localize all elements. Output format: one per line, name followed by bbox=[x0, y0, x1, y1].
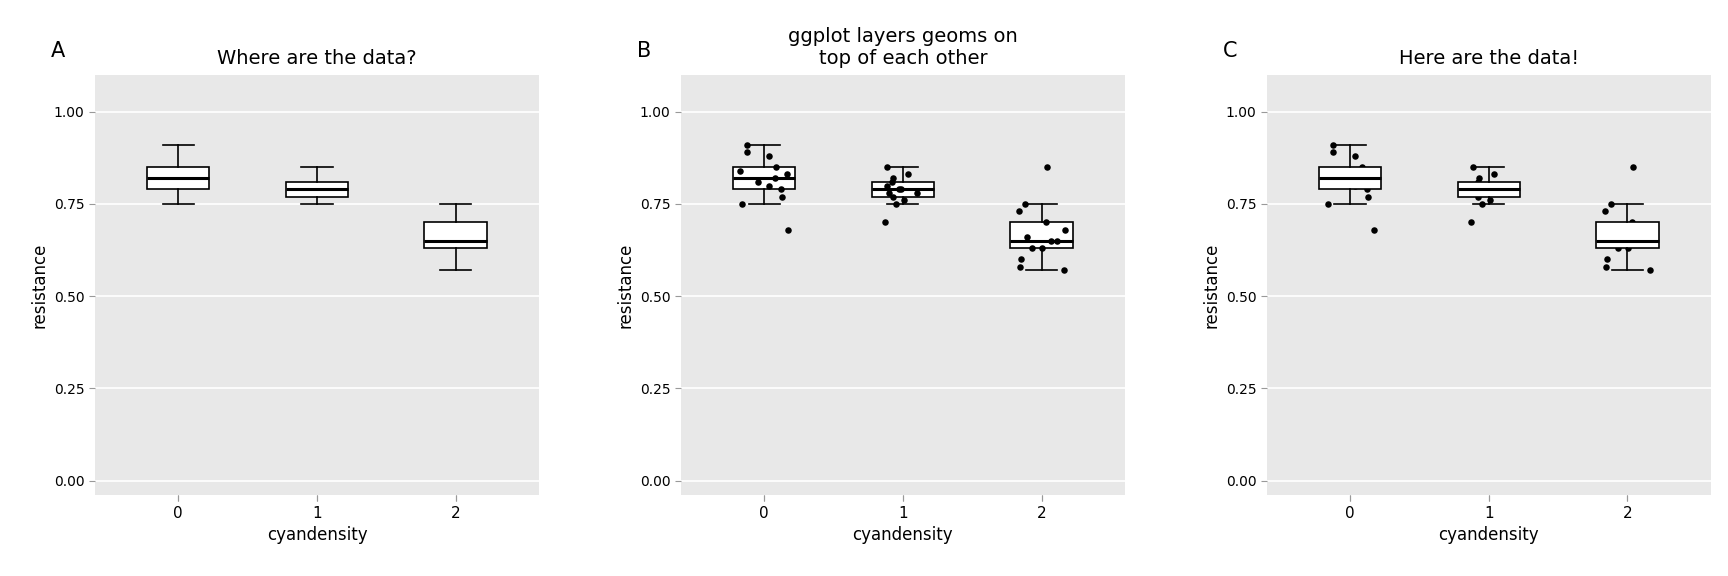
Point bbox=[1591, 207, 1619, 216]
Point bbox=[1006, 262, 1033, 271]
Point bbox=[745, 177, 772, 187]
Point bbox=[1619, 218, 1647, 227]
Point bbox=[1331, 177, 1358, 187]
Point bbox=[1353, 185, 1381, 194]
Point bbox=[726, 166, 753, 175]
Point bbox=[1472, 185, 1500, 194]
Title: Here are the data!: Here are the data! bbox=[1398, 49, 1579, 68]
Point bbox=[1614, 244, 1642, 253]
Point bbox=[760, 173, 788, 183]
Point bbox=[871, 218, 899, 227]
Point bbox=[1341, 151, 1369, 161]
Point bbox=[1013, 233, 1040, 242]
Point bbox=[1318, 141, 1346, 150]
Point bbox=[733, 147, 760, 157]
Point bbox=[1346, 173, 1374, 183]
Point bbox=[1018, 244, 1045, 253]
Point bbox=[767, 185, 795, 194]
Point bbox=[883, 199, 911, 209]
Title: Where are the data?: Where are the data? bbox=[218, 49, 416, 68]
Point bbox=[1341, 181, 1369, 190]
Point bbox=[727, 199, 755, 209]
Point bbox=[1460, 188, 1488, 198]
Point bbox=[1457, 218, 1484, 227]
Point bbox=[1051, 266, 1078, 275]
Text: A: A bbox=[50, 41, 66, 61]
Point bbox=[904, 188, 931, 198]
Point bbox=[886, 185, 914, 194]
Point bbox=[1007, 255, 1035, 264]
Title: ggplot layers geoms on
top of each other: ggplot layers geoms on top of each other bbox=[788, 26, 1018, 68]
Point bbox=[1011, 199, 1039, 209]
Point bbox=[1318, 147, 1346, 157]
PathPatch shape bbox=[1597, 222, 1659, 248]
Point bbox=[1481, 170, 1509, 179]
Point bbox=[890, 196, 918, 205]
PathPatch shape bbox=[871, 182, 935, 196]
Point bbox=[1469, 199, 1496, 209]
Point bbox=[1623, 236, 1650, 245]
Point bbox=[873, 162, 900, 172]
Point bbox=[1591, 262, 1619, 271]
Point bbox=[1360, 225, 1388, 234]
Point bbox=[762, 162, 790, 172]
Point bbox=[878, 192, 905, 201]
Point bbox=[1465, 177, 1493, 187]
Point bbox=[880, 173, 907, 183]
Point bbox=[1312, 166, 1339, 175]
Point bbox=[774, 225, 802, 234]
PathPatch shape bbox=[1458, 182, 1521, 196]
PathPatch shape bbox=[147, 167, 209, 190]
Point bbox=[1458, 181, 1486, 190]
Point bbox=[874, 188, 902, 198]
Point bbox=[1465, 173, 1493, 183]
Point bbox=[1348, 162, 1375, 172]
Point bbox=[755, 151, 783, 161]
Point bbox=[886, 185, 914, 194]
Point bbox=[1032, 218, 1059, 227]
X-axis label: cyandensity: cyandensity bbox=[1438, 526, 1540, 544]
Point bbox=[1630, 236, 1657, 245]
Point bbox=[733, 141, 760, 150]
PathPatch shape bbox=[285, 182, 347, 196]
Point bbox=[1355, 192, 1382, 201]
Point bbox=[1490, 188, 1517, 198]
Point bbox=[755, 181, 783, 190]
Text: B: B bbox=[636, 41, 651, 61]
Text: C: C bbox=[1222, 41, 1237, 61]
Point bbox=[1619, 162, 1647, 172]
X-axis label: cyandensity: cyandensity bbox=[852, 526, 954, 544]
PathPatch shape bbox=[1318, 167, 1381, 190]
Point bbox=[1604, 244, 1631, 253]
Point bbox=[873, 181, 900, 190]
Point bbox=[1476, 196, 1503, 205]
X-axis label: cyandensity: cyandensity bbox=[266, 526, 368, 544]
Point bbox=[1028, 244, 1056, 253]
Point bbox=[895, 170, 923, 179]
Point bbox=[1315, 199, 1343, 209]
Point bbox=[1358, 170, 1386, 179]
Y-axis label: resistance: resistance bbox=[617, 242, 634, 328]
Point bbox=[878, 177, 905, 187]
Point bbox=[1051, 225, 1078, 234]
Point bbox=[1636, 266, 1664, 275]
Point bbox=[1458, 162, 1486, 172]
Point bbox=[1044, 236, 1071, 245]
Y-axis label: resistance: resistance bbox=[31, 242, 48, 328]
PathPatch shape bbox=[733, 167, 795, 190]
Point bbox=[1598, 233, 1626, 242]
Point bbox=[772, 170, 800, 179]
PathPatch shape bbox=[425, 222, 487, 248]
Point bbox=[1037, 236, 1064, 245]
Point bbox=[1593, 255, 1621, 264]
Point bbox=[1033, 162, 1061, 172]
Point bbox=[1006, 207, 1033, 216]
Point bbox=[1636, 225, 1664, 234]
Point bbox=[1597, 199, 1624, 209]
Y-axis label: resistance: resistance bbox=[1203, 242, 1220, 328]
Point bbox=[1465, 192, 1493, 201]
Point bbox=[1472, 185, 1500, 194]
Point bbox=[769, 192, 797, 201]
PathPatch shape bbox=[1011, 222, 1073, 248]
